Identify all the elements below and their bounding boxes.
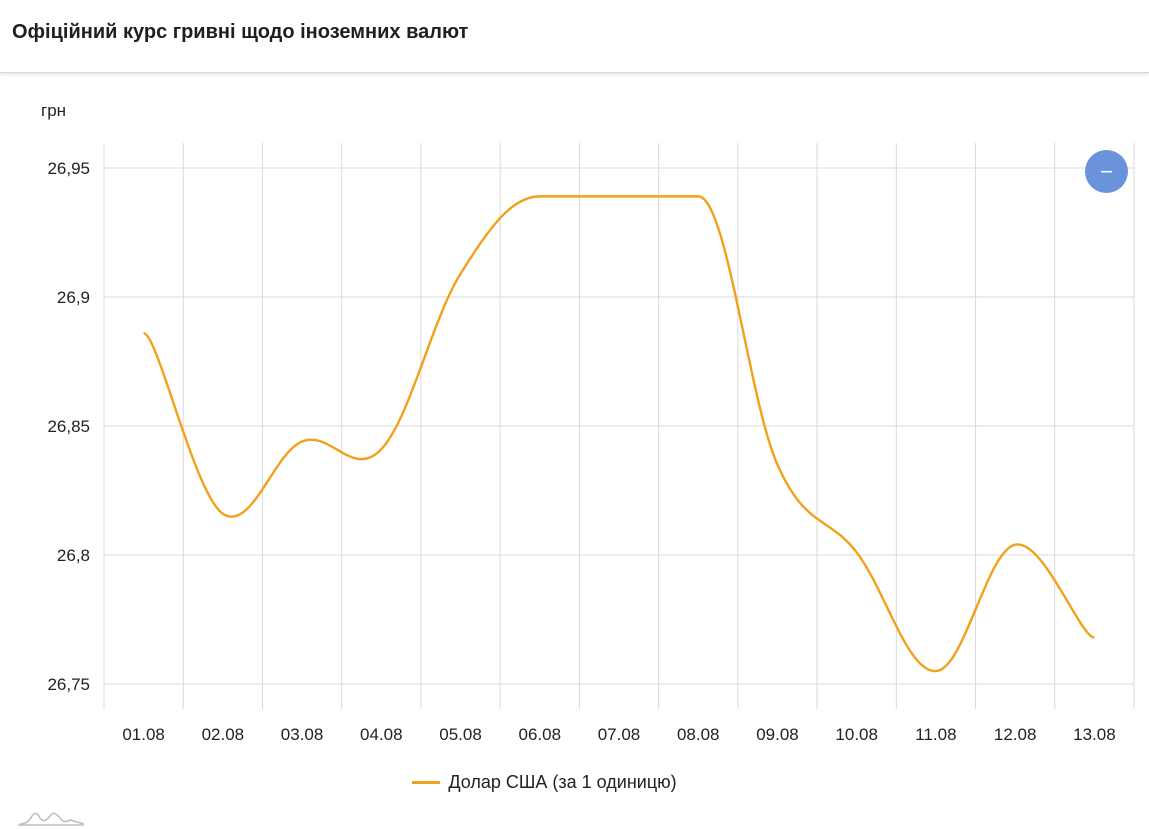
legend-swatch [412,781,441,784]
x-tick-label: 13.08 [1073,725,1116,744]
x-tick-label: 07.08 [598,725,641,744]
y-tick-label: 26,75 [47,675,90,694]
x-tick-label: 03.08 [281,725,324,744]
y-axis-unit-label: грн [41,101,67,120]
page-title: Офіційний курс гривні щодо іноземних вал… [12,21,469,43]
chart-logo-icon [18,812,85,826]
x-tick-label: 12.08 [994,725,1037,744]
x-tick-label: 09.08 [756,725,799,744]
x-tick-label: 02.08 [202,725,245,744]
x-tick-label: 01.08 [122,725,165,744]
x-tick-label: 04.08 [360,725,403,744]
y-tick-label: 26,8 [57,546,90,565]
x-tick-label: 10.08 [835,725,878,744]
x-tick-label: 11.08 [915,725,956,744]
zoom-out-button[interactable]: − [1085,150,1128,193]
x-tick-label: 05.08 [439,725,482,744]
y-tick-label: 26,9 [57,288,90,307]
series-line [142,195,1095,673]
chart-legend[interactable]: Долар США (за 1 одиницю) [0,772,1149,793]
y-tick-label: 26,85 [47,417,90,436]
page-header: Офіційний курс гривні щодо іноземних вал… [0,0,1149,73]
minus-icon: − [1100,158,1113,184]
x-tick-label: 08.08 [677,725,720,744]
y-tick-label: 26,95 [47,159,90,178]
x-tick-label: 06.08 [518,725,561,744]
legend-label: Долар США (за 1 одиницю) [448,772,677,792]
